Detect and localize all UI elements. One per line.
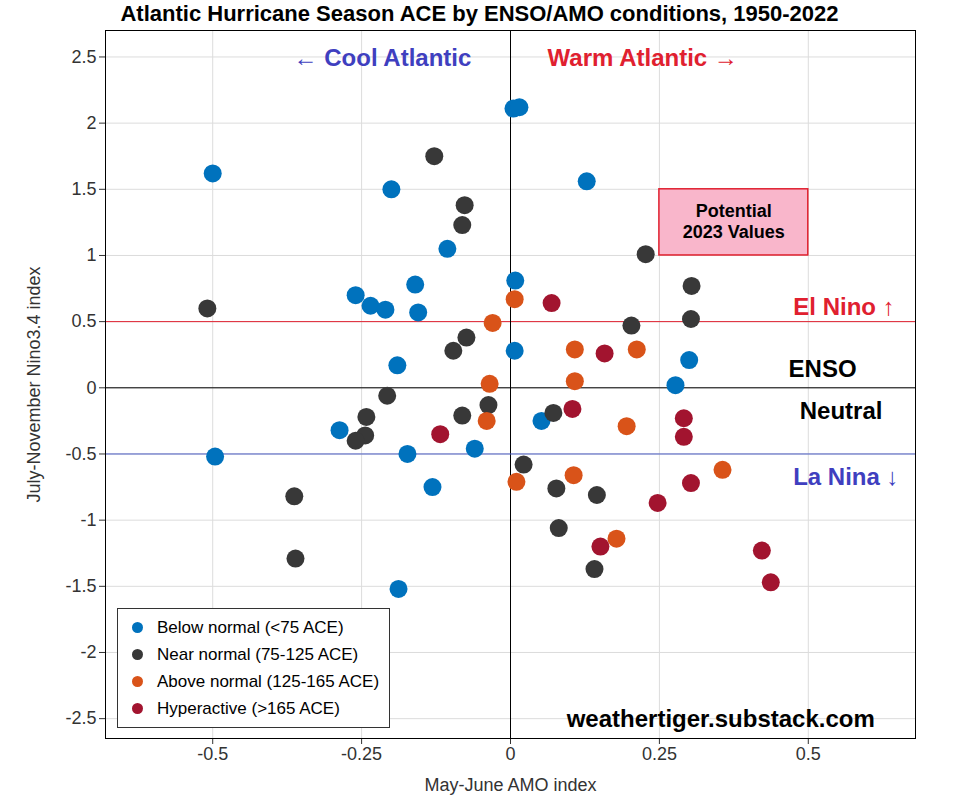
html-text:Near normal (75-125 ACE): Near normal (75-125 ACE) xyxy=(157,644,359,664)
svg-text:La Nina ↓: La Nina ↓ xyxy=(793,463,898,490)
svg-text:2: 2 xyxy=(86,113,96,133)
svg-text:-2.5: -2.5 xyxy=(65,708,96,728)
svg-text:weathertiger.substack.com: weathertiger.substack.com xyxy=(566,705,875,732)
svg-text:-1: -1 xyxy=(80,510,96,530)
svg-text:July-November Nino3.4 index: July-November Nino3.4 index xyxy=(24,266,44,502)
svg-text:0: 0 xyxy=(505,744,515,764)
svg-text:El Nino ↑: El Nino ↑ xyxy=(793,293,894,320)
svg-text:2.5: 2.5 xyxy=(71,47,96,67)
svg-text:Warm Atlantic →: Warm Atlantic → xyxy=(548,44,738,71)
svg-text:← Cool Atlantic: ← Cool Atlantic xyxy=(294,44,472,71)
svg-text:0.25: 0.25 xyxy=(642,744,677,764)
svg-text:-0.5: -0.5 xyxy=(65,444,96,464)
svg-text:0.5: 0.5 xyxy=(71,311,96,331)
svg-text:ENSO: ENSO xyxy=(789,355,857,382)
svg-text:-2: -2 xyxy=(80,642,96,662)
svg-text:0.5: 0.5 xyxy=(796,744,821,764)
svg-text:0: 0 xyxy=(86,378,96,398)
svg-text:-0.5: -0.5 xyxy=(197,744,228,764)
svg-text:1.5: 1.5 xyxy=(71,179,96,199)
svg-text:-1.5: -1.5 xyxy=(65,576,96,596)
svg-text:May-June AMO index: May-June AMO index xyxy=(424,775,596,795)
svg-text:Potential2023 Values: Potential2023 Values xyxy=(683,201,785,242)
svg-text:-0.25: -0.25 xyxy=(341,744,382,764)
svg-text:Neutral: Neutral xyxy=(800,397,883,424)
html-text:Above normal (125-165 ACE): Above normal (125-165 ACE) xyxy=(157,671,380,691)
svg-text:1: 1 xyxy=(86,245,96,265)
html-text:Hyperactive (>165 ACE): Hyperactive (>165 ACE) xyxy=(157,698,340,718)
html-text:Atlantic Hurricane Season ACE: Atlantic Hurricane Season ACE by ENSO/AM… xyxy=(120,1,839,26)
html-text:Below normal (<75 ACE): Below normal (<75 ACE) xyxy=(157,617,344,637)
